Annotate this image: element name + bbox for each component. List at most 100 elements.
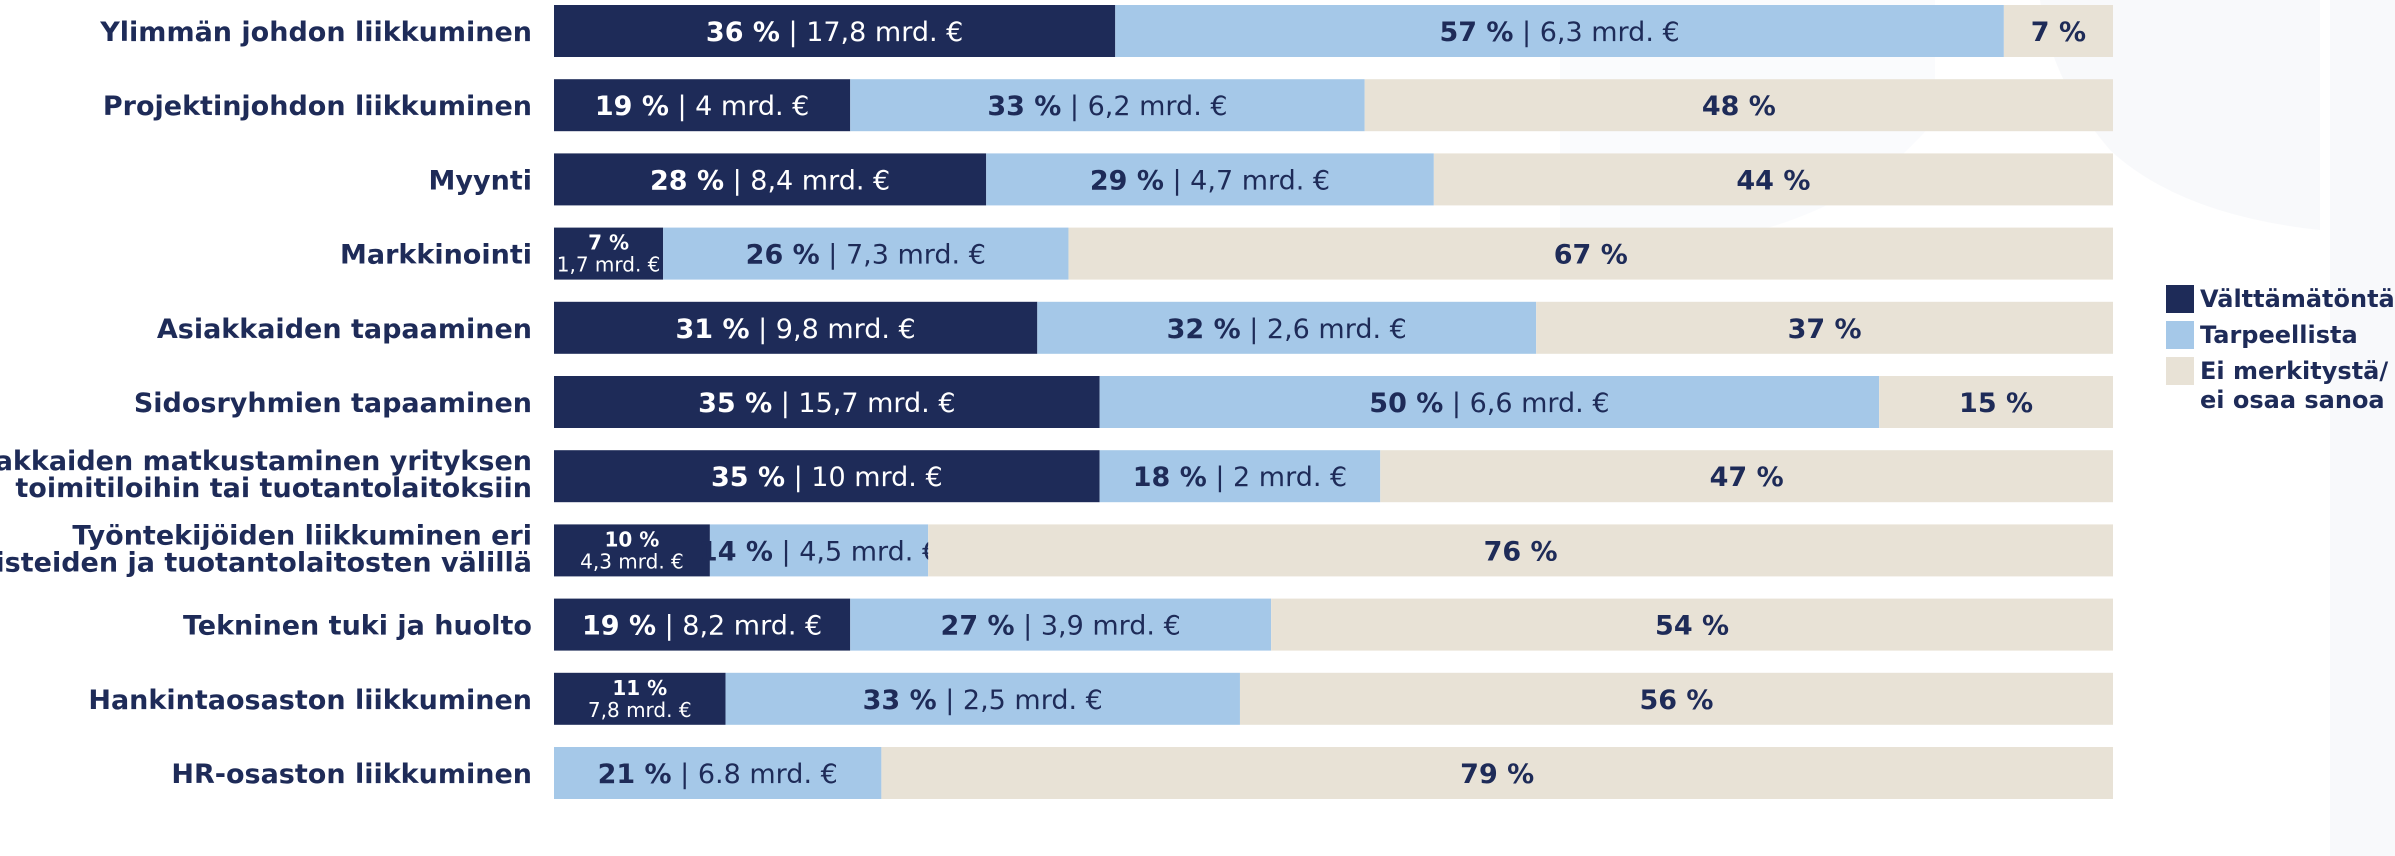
bar-label-amount: | 17,8 mrd. €: [780, 17, 963, 48]
bar-segment-valttamatonta-9: [554, 598, 851, 651]
bar-label: 79 %: [1460, 759, 1534, 790]
bar-label: 11 % 7,8 mrd. €: [588, 676, 692, 722]
bar-segment-ei-8: [928, 524, 2114, 577]
bar-label-amount: | 4 mrd. €: [669, 91, 809, 122]
bar-label: 48 %: [1702, 91, 1776, 122]
bar-label: 50 % | 6,6 mrd. €: [1369, 388, 1609, 419]
bar-label: 27 % | 3,9 mrd. €: [941, 611, 1181, 642]
bar-label: 10 % 4,3 mrd. €: [580, 527, 684, 573]
bar-label-percent: 76 %: [1484, 536, 1558, 567]
legend-label-2: Tarpeellista: [2200, 321, 2358, 349]
bar-segment-ei-9: [1271, 598, 2113, 651]
bar-label: 19 % | 4 mrd. €: [595, 91, 809, 122]
bar-label-percent: 67 %: [1554, 240, 1628, 271]
bar-segment-ei-3: [1433, 153, 2113, 206]
bar-label-amount: | 2,6 mrd. €: [1241, 314, 1407, 345]
bar-label: 56 %: [1639, 685, 1713, 716]
bar-label-percent: 33 %: [987, 91, 1061, 122]
bars: 36 % | 17,8 mrd. € 57 % | 6,3 mrd. € 7 % 19…: [554, 5, 2114, 799]
bar-label: 31 % | 9,8 mrd. €: [676, 314, 916, 345]
legend-label-line: ei osaa sanoa: [2200, 386, 2385, 414]
bar-segment-ei-7: [1380, 450, 2113, 503]
category-label-tekninen-tuki-ja-huolto: Tekninen tuki ja huolto: [183, 611, 532, 642]
bar-label-amount: | 15,7 mrd. €: [772, 388, 955, 419]
bar-label: 19 % | 8,2 mrd. €: [582, 611, 822, 642]
bar-segment-tarpeellista-10: [725, 672, 1240, 725]
bar-segment-valttamatonta-8: [554, 524, 710, 577]
bar-label-amount: | 6,6 mrd. €: [1443, 388, 1609, 419]
bar-segment-valttamatonta-3: [554, 153, 987, 206]
category-label-asiakkaiden-tapaaminen: Asiakkaiden tapaaminen: [157, 314, 532, 345]
bar-label-percent: 26 %: [746, 240, 820, 271]
bar-label-amount: | 2,5 mrd. €: [937, 685, 1103, 716]
bar-label-percent: 35 %: [711, 462, 785, 493]
category-label-line: toimitiloihin tai tuotantolaitoksiin: [15, 473, 532, 504]
bar-label-percent: 11 %: [612, 676, 667, 700]
bar-segment-tarpeellista-2: [850, 79, 1365, 132]
bar-label: 36 % | 17,8 mrd. €: [706, 17, 963, 48]
bar-label-percent: 27 %: [941, 611, 1015, 642]
bar-label: 29 % | 4,7 mrd. €: [1090, 165, 1330, 196]
bar-segment-ei-5: [1536, 301, 2113, 354]
bar-segment-tarpeellista-5: [1037, 301, 1537, 354]
bar-label-percent: 21 %: [598, 759, 672, 790]
legend-swatch-2: [2166, 321, 2194, 349]
legend-label-line: Ei merkitystä/: [2200, 357, 2388, 385]
bar-label-amount: | 8,4 mrd. €: [724, 165, 890, 196]
bar-label: 35 % | 15,7 mrd. €: [698, 388, 955, 419]
bar-label-amount: | 4,7 mrd. €: [1164, 165, 1330, 196]
bar-label-percent: 31 %: [676, 314, 750, 345]
bar-label: 33 % | 2,5 mrd. €: [863, 685, 1103, 716]
bar-segment-tarpeellista-9: [850, 598, 1272, 651]
bar-segment-valttamatonta-2: [554, 79, 851, 132]
bar-label-amount: | 3,9 mrd. €: [1015, 611, 1181, 642]
category-label-tyontekijoiden-liikkuminen-eri-toimipist: Työntekijöiden liikkuminen eritoimipiste…: [0, 520, 532, 578]
bar-label: 67 %: [1554, 240, 1628, 271]
bar-label: 26 % | 7,3 mrd. €: [746, 240, 986, 271]
legend-label-1: Välttämätöntä: [2200, 285, 2395, 313]
bar-label-percent: 47 %: [1710, 462, 1784, 493]
category-label-line: Työntekijöiden liikkuminen eri: [72, 520, 532, 551]
category-label-markkinointi: Markkinointi: [340, 240, 532, 271]
bar-label: 33 % | 6,2 mrd. €: [987, 91, 1227, 122]
bar-label: 76 %: [1484, 536, 1558, 567]
bar-segment-ei-4: [1068, 227, 2113, 280]
category-label-ylimman-johdon-liikkuminen: Ylimmän johdon liikkuminen: [99, 17, 532, 48]
bar-label-amount: | 6.8 mrd. €: [672, 759, 838, 790]
bar-label-amount: | 4,5 mrd. €: [773, 536, 939, 567]
bar-label-percent: 54 %: [1655, 611, 1729, 642]
bar-label-percent: 28 %: [650, 165, 724, 196]
bar-label-percent: 79 %: [1460, 759, 1534, 790]
bar-label-percent: 7 %: [588, 231, 629, 255]
legend-swatch-3: [2166, 357, 2194, 385]
bar-segment-ei-1: [2003, 5, 2113, 57]
bar-label-percent: 35 %: [698, 388, 772, 419]
bar-label-amount: | 8,2 mrd. €: [656, 611, 822, 642]
bar-segment-tarpeellista-7: [1099, 450, 1381, 503]
category-label-sidosryhmien-tapaaminen: Sidosryhmien tapaaminen: [134, 388, 532, 419]
bar-segment-valttamatonta-1: [554, 5, 1116, 57]
bar-segment-valttamatonta-5: [554, 301, 1038, 354]
bar-label-percent: 37 %: [1788, 314, 1862, 345]
bar-segment-valttamatonta-10: [554, 672, 726, 725]
bar-label: 21 % | 6.8 mrd. €: [598, 759, 838, 790]
bar-label-amount: 7,8 mrd. €: [588, 698, 692, 722]
bar-segment-tarpeellista-6: [1099, 376, 1880, 428]
legend: Välttämätöntä Tarpeellista Ei merkitystä/e…: [2166, 285, 2395, 414]
bar-label-percent: 32 %: [1167, 314, 1241, 345]
bar-label: 44 %: [1736, 165, 1810, 196]
legend-swatch-1: [2166, 285, 2194, 313]
bar-label-percent: 10 %: [605, 527, 660, 551]
category-label-line: toimipisteiden ja tuotantolaitosten väli…: [0, 547, 532, 578]
background-shape: [2330, 0, 2395, 856]
category-label-hr-osaston-liikkuminen: HR-osaston liikkuminen: [171, 759, 532, 790]
category-label-hankintaosaston-liikkuminen: Hankintaosaston liikkuminen: [88, 685, 532, 716]
category-label-line: Asiakkaiden matkustaminen yrityksen: [0, 446, 532, 477]
bar-label-percent: 18 %: [1133, 462, 1207, 493]
bar-label-amount: 4,3 mrd. €: [580, 549, 684, 573]
bar-label-percent: 19 %: [595, 91, 669, 122]
bar-label-percent: 15 %: [1959, 388, 2033, 419]
bar-label-amount: | 9,8 mrd. €: [750, 314, 916, 345]
bar-label-percent: 48 %: [1702, 91, 1776, 122]
